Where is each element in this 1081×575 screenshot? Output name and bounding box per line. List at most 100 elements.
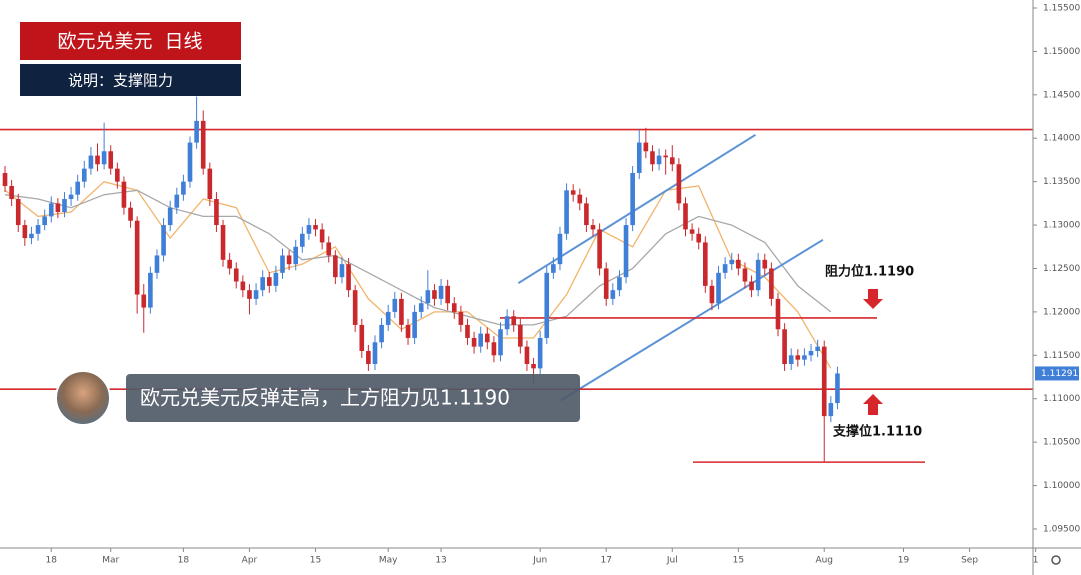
candle-body <box>352 290 358 325</box>
candle-body <box>134 220 140 295</box>
candle-body <box>253 290 259 299</box>
title: 欧元兑美元 日线 <box>57 31 202 53</box>
candle-body <box>293 246 299 265</box>
arrow-down <box>863 289 883 309</box>
candle-body <box>610 290 616 299</box>
candle-body <box>319 229 325 243</box>
x-tick-label: 18 <box>46 556 58 566</box>
candle-body <box>736 259 741 269</box>
subtitle-box <box>20 64 241 96</box>
x-tick-label: 1 <box>1033 556 1039 566</box>
candle-body <box>590 225 596 230</box>
candle-body <box>557 233 563 265</box>
candle-body <box>148 272 153 308</box>
candle-body <box>432 290 437 299</box>
candle-body <box>161 225 166 256</box>
candle-body <box>491 342 497 356</box>
candle-body <box>266 277 272 286</box>
candle-body <box>55 203 61 213</box>
x-tick-label: Jul <box>666 556 678 566</box>
candle-body <box>795 355 801 360</box>
candle-body <box>537 337 543 369</box>
candle-body <box>788 355 794 365</box>
candle-body <box>339 264 345 278</box>
candle-body <box>62 199 67 213</box>
candle-body <box>782 329 787 365</box>
y-tick-label: 1.14500 <box>1043 90 1080 100</box>
candle-body <box>762 259 768 269</box>
x-tick-label: Jun <box>532 556 547 566</box>
candle-body <box>366 350 371 365</box>
candle-body <box>174 194 180 208</box>
candle-body <box>623 225 629 278</box>
last-price-box <box>1035 366 1079 381</box>
candle-body <box>15 199 21 226</box>
candle-body <box>280 255 285 273</box>
avatar <box>55 370 111 426</box>
candle-body <box>35 225 41 234</box>
candle-body <box>636 142 642 173</box>
y-tick-label: 1.13500 <box>1043 177 1080 187</box>
candle-body <box>518 324 523 347</box>
candle-body <box>392 298 398 312</box>
candle-body <box>471 337 477 347</box>
candle-body <box>187 142 193 182</box>
candle-body <box>200 120 206 169</box>
settings-icon[interactable] <box>1051 555 1061 565</box>
candle-body <box>313 225 318 230</box>
candle-body <box>9 185 14 200</box>
x-tick-label: Mar <box>102 556 119 566</box>
candle-body <box>346 264 351 291</box>
candle-body <box>683 203 688 230</box>
candle-body <box>22 225 28 239</box>
y-tick-label: 1.10500 <box>1043 438 1080 448</box>
candle-body <box>88 155 94 169</box>
candle-body <box>484 333 490 343</box>
candle-body <box>498 329 503 356</box>
candle-body <box>696 233 702 243</box>
y-tick-label: 1.13000 <box>1043 221 1080 231</box>
candle-body <box>121 181 127 208</box>
x-tick-label: 19 <box>898 556 910 566</box>
candle-body <box>775 298 781 330</box>
y-tick-label: 1.11500 <box>1043 351 1080 361</box>
candle-body <box>597 229 602 269</box>
last-price-label: 1.11291 <box>1041 369 1078 379</box>
candle-body <box>617 277 622 291</box>
candle-body <box>29 233 34 239</box>
candle-body <box>75 181 81 195</box>
candle-body <box>286 255 292 265</box>
candle-body <box>240 281 246 291</box>
candle-body <box>399 298 404 325</box>
candle-body <box>214 199 219 226</box>
candle-body <box>2 172 8 186</box>
candle-body <box>722 264 728 273</box>
candle-body <box>379 324 384 343</box>
candle-body <box>835 373 840 404</box>
candle-body <box>207 168 213 200</box>
candle-body <box>306 225 312 234</box>
candle-body <box>570 190 576 195</box>
x-tick-label: 17 <box>600 556 611 566</box>
caption-box <box>126 374 580 422</box>
candle-body <box>247 290 252 299</box>
candle-body <box>418 303 424 312</box>
candle-body <box>101 151 107 165</box>
candle-body <box>465 324 470 338</box>
candle-body <box>755 259 761 291</box>
y-tick-label: 1.12500 <box>1043 264 1080 274</box>
candle-body <box>584 203 589 226</box>
annotation: 阻力位1.1190 <box>825 264 914 280</box>
candle-body <box>445 285 450 304</box>
candle-body <box>564 190 569 234</box>
candle-body <box>716 272 721 304</box>
x-tick-label: May <box>379 556 398 566</box>
candle-body <box>273 272 279 286</box>
candle-body <box>544 272 550 338</box>
caption: 欧元兑美元反弹走高，上方阻力见1.1190 <box>140 386 510 410</box>
title-box <box>20 22 241 60</box>
candle-body <box>154 255 160 273</box>
candle-body <box>643 142 649 152</box>
x-tick-label: 15 <box>733 556 744 566</box>
candle-body <box>478 333 484 347</box>
